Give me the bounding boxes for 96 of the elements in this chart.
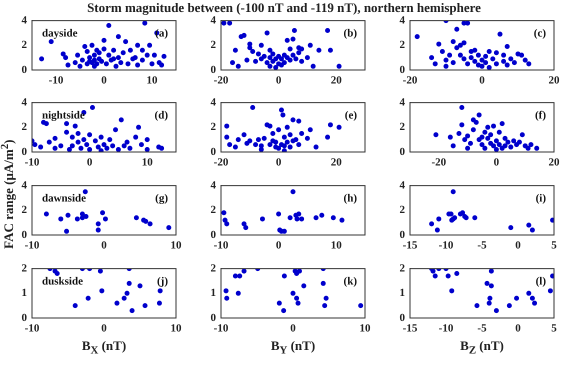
x-tick-label: 0 — [86, 156, 93, 168]
y-tick-label: 4 — [400, 179, 406, 192]
y-tick-label: 1 — [210, 287, 216, 300]
annotation: nightside — [42, 109, 85, 122]
y-tick-label: 2 — [22, 121, 28, 134]
y-tick-label: 2 — [400, 39, 406, 52]
x-tick-label: -10 — [438, 239, 454, 252]
annotation: (a) — [155, 27, 168, 40]
x-tick-label: 5 — [551, 322, 558, 334]
x-tick-label: -10 — [24, 322, 40, 334]
y-tick-label: 0 — [22, 146, 28, 158]
y-tick-label: 2 — [22, 262, 28, 274]
y-tick-label: 0 — [22, 228, 28, 241]
x-axis-title: B$_{Y}$ (nT) — [270, 338, 316, 357]
x-tick-label: 10 — [142, 156, 154, 168]
y-tick-label: 0 — [400, 64, 406, 76]
y-tick-label: 1 — [22, 287, 27, 300]
x-tick-label: -10 — [48, 74, 64, 86]
annotation: (g) — [155, 192, 168, 204]
x-tick-label: -10 — [24, 239, 40, 252]
y-tick-label: 0 — [400, 146, 406, 158]
y-tick-label: 2 — [210, 204, 216, 216]
x-tick-label: 0 — [276, 74, 282, 86]
annotation: (b) — [344, 27, 358, 40]
x-tick-label: 5 — [551, 239, 558, 252]
x-tick-label: 20 — [330, 156, 342, 168]
x-tick-label: 10 — [330, 239, 342, 252]
x-tick-label: -20 — [402, 74, 418, 86]
x-tick-label: 0 — [101, 322, 108, 334]
x-tick-label: 0 — [494, 156, 500, 168]
x-tick-label: 0 — [515, 322, 522, 334]
y-tick-label: 0 — [210, 146, 216, 158]
annotation: (f) — [535, 109, 546, 122]
y-tick-label: 2 — [22, 39, 28, 52]
annotation: (j) — [157, 275, 168, 288]
y-tick-label: 0 — [400, 312, 406, 324]
x-tick-label: 10 — [170, 239, 182, 252]
x-tick-label: 10 — [146, 74, 158, 86]
x-tick-label: -10 — [24, 156, 40, 168]
annotation: duskside — [42, 275, 84, 288]
y-tick-label: 0 — [22, 312, 28, 324]
x-tick-label: 10 — [360, 322, 371, 334]
x-tick-label: 0 — [101, 239, 108, 252]
annotation: (i) — [536, 192, 546, 204]
x-tick-label: -10 — [214, 239, 229, 252]
annotation: (l) — [536, 275, 546, 288]
y-tick-label: 0 — [210, 228, 216, 241]
y-tick-label: 4 — [22, 179, 28, 192]
x-tick-label: 20 — [330, 74, 342, 86]
y-tick-label: 2 — [210, 39, 216, 52]
annotation: dayside — [42, 27, 78, 40]
x-axis-title: B$_{Z}$ (nT) — [459, 338, 505, 357]
y-tick-label: 4 — [210, 14, 216, 26]
y-tick-label: 4 — [22, 96, 28, 108]
y-tick-label: 4 — [22, 14, 28, 26]
y-tick-label: 0 — [210, 312, 216, 324]
y-tick-label: 4 — [400, 96, 406, 108]
x-tick-label: 0 — [101, 74, 108, 86]
annotation: (d) — [154, 109, 168, 122]
y-tick-label: 2 — [400, 204, 406, 216]
y-tick-label: 2 — [210, 262, 216, 274]
y-tick-label: 2 — [400, 262, 406, 274]
x-tick-label: 20 — [548, 74, 560, 86]
annotation: (k) — [344, 275, 358, 288]
y-tick-label: 4 — [210, 179, 216, 192]
x-tick-label: -5 — [477, 322, 488, 334]
y-tick-label: 2 — [210, 121, 216, 134]
annotation: (h) — [344, 192, 358, 204]
x-tick-label: -20 — [431, 156, 447, 168]
y-tick-label: 2 — [22, 204, 28, 216]
y-tick-label: 4 — [210, 96, 216, 108]
x-tick-label: 0 — [276, 156, 282, 168]
x-tick-label: -20 — [214, 74, 229, 86]
x-tick-label: -5 — [477, 239, 488, 252]
x-tick-label: -15 — [402, 322, 418, 334]
y-tick-label: 0 — [22, 64, 28, 76]
x-tick-label: -20 — [214, 156, 229, 168]
x-tick-label: -10 — [214, 322, 229, 334]
annotation: (c) — [534, 27, 546, 40]
x-tick-label: 0 — [515, 239, 522, 252]
y-tick-label: 0 — [210, 64, 216, 76]
x-tick-label: -10 — [438, 322, 454, 334]
annotation: dawnside — [42, 192, 86, 204]
annotation: (e) — [344, 109, 358, 122]
x-tick-label: 0 — [479, 74, 486, 86]
y-tick-label: 0 — [400, 228, 406, 241]
x-tick-label: 0 — [276, 239, 282, 252]
x-axis-title: B$_{X}$ (nT) — [80, 338, 128, 357]
text: Storm magnitude between (-100 nT and -119 nT), northern hemisphere — [86, 0, 482, 16]
x-tick-label: 10 — [170, 322, 182, 334]
y-tick-label: 2 — [400, 121, 406, 134]
x-tick-label: 20 — [548, 156, 560, 168]
y-tick-label: 4 — [400, 14, 406, 26]
x-tick-label: -15 — [402, 239, 418, 252]
x-tick-label: 0 — [290, 322, 296, 334]
y-tick-label: 1 — [400, 287, 405, 300]
